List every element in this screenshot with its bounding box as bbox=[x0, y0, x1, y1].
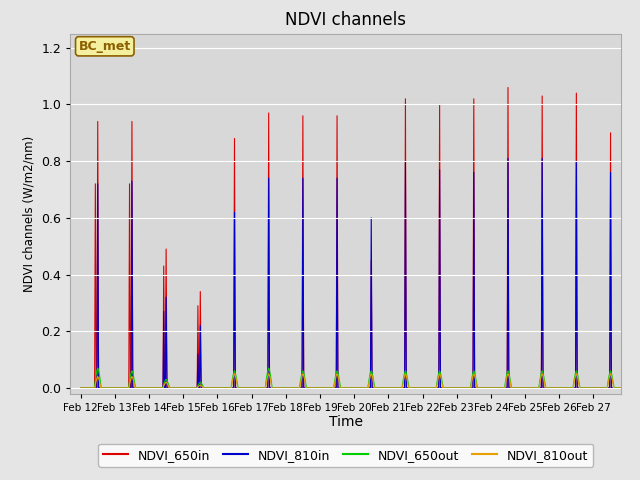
Line: NDVI_810in: NDVI_810in bbox=[81, 158, 627, 388]
Line: NDVI_650in: NDVI_650in bbox=[81, 87, 627, 388]
NDVI_810in bbox=[77, 385, 84, 391]
NDVI_810out bbox=[618, 385, 625, 391]
NDVI_650in bbox=[508, 385, 515, 391]
NDVI_650out bbox=[189, 385, 196, 391]
X-axis label: Time: Time bbox=[328, 415, 363, 430]
Title: NDVI channels: NDVI channels bbox=[285, 11, 406, 29]
NDVI_650out bbox=[424, 385, 432, 391]
Text: BC_met: BC_met bbox=[79, 40, 131, 53]
NDVI_810in bbox=[618, 385, 625, 391]
NDVI_810out bbox=[472, 382, 480, 387]
NDVI_650in bbox=[189, 385, 196, 391]
NDVI_650in bbox=[424, 385, 432, 391]
NDVI_650in bbox=[540, 385, 548, 391]
Legend: NDVI_650in, NDVI_810in, NDVI_650out, NDVI_810out: NDVI_650in, NDVI_810in, NDVI_650out, NDV… bbox=[98, 444, 593, 467]
NDVI_650in bbox=[472, 385, 480, 391]
NDVI_650in bbox=[618, 385, 625, 391]
NDVI_810in bbox=[623, 385, 631, 391]
NDVI_810in bbox=[472, 385, 480, 391]
NDVI_810out bbox=[623, 385, 631, 391]
NDVI_650in bbox=[623, 385, 631, 391]
NDVI_650out bbox=[623, 385, 631, 391]
NDVI_650out bbox=[618, 385, 625, 391]
NDVI_810in bbox=[424, 385, 432, 391]
Line: NDVI_650out: NDVI_650out bbox=[81, 368, 627, 388]
NDVI_650out bbox=[472, 379, 480, 385]
NDVI_810out bbox=[189, 385, 196, 391]
NDVI_810out bbox=[540, 378, 548, 384]
Line: NDVI_810out: NDVI_810out bbox=[81, 374, 627, 388]
NDVI_810out bbox=[230, 371, 238, 377]
NDVI_810out bbox=[508, 385, 515, 391]
NDVI_650in bbox=[77, 385, 84, 391]
NDVI_810out bbox=[77, 385, 84, 391]
NDVI_650out bbox=[77, 385, 84, 391]
NDVI_650in bbox=[504, 84, 512, 90]
NDVI_650out bbox=[508, 384, 515, 390]
NDVI_810in bbox=[189, 385, 196, 391]
Y-axis label: NDVI channels (W/m2/nm): NDVI channels (W/m2/nm) bbox=[23, 135, 36, 292]
NDVI_650out bbox=[540, 375, 548, 381]
NDVI_810in bbox=[508, 385, 515, 391]
NDVI_810out bbox=[424, 385, 432, 391]
NDVI_650out bbox=[94, 365, 102, 371]
NDVI_810in bbox=[504, 156, 512, 161]
NDVI_810in bbox=[540, 385, 548, 391]
